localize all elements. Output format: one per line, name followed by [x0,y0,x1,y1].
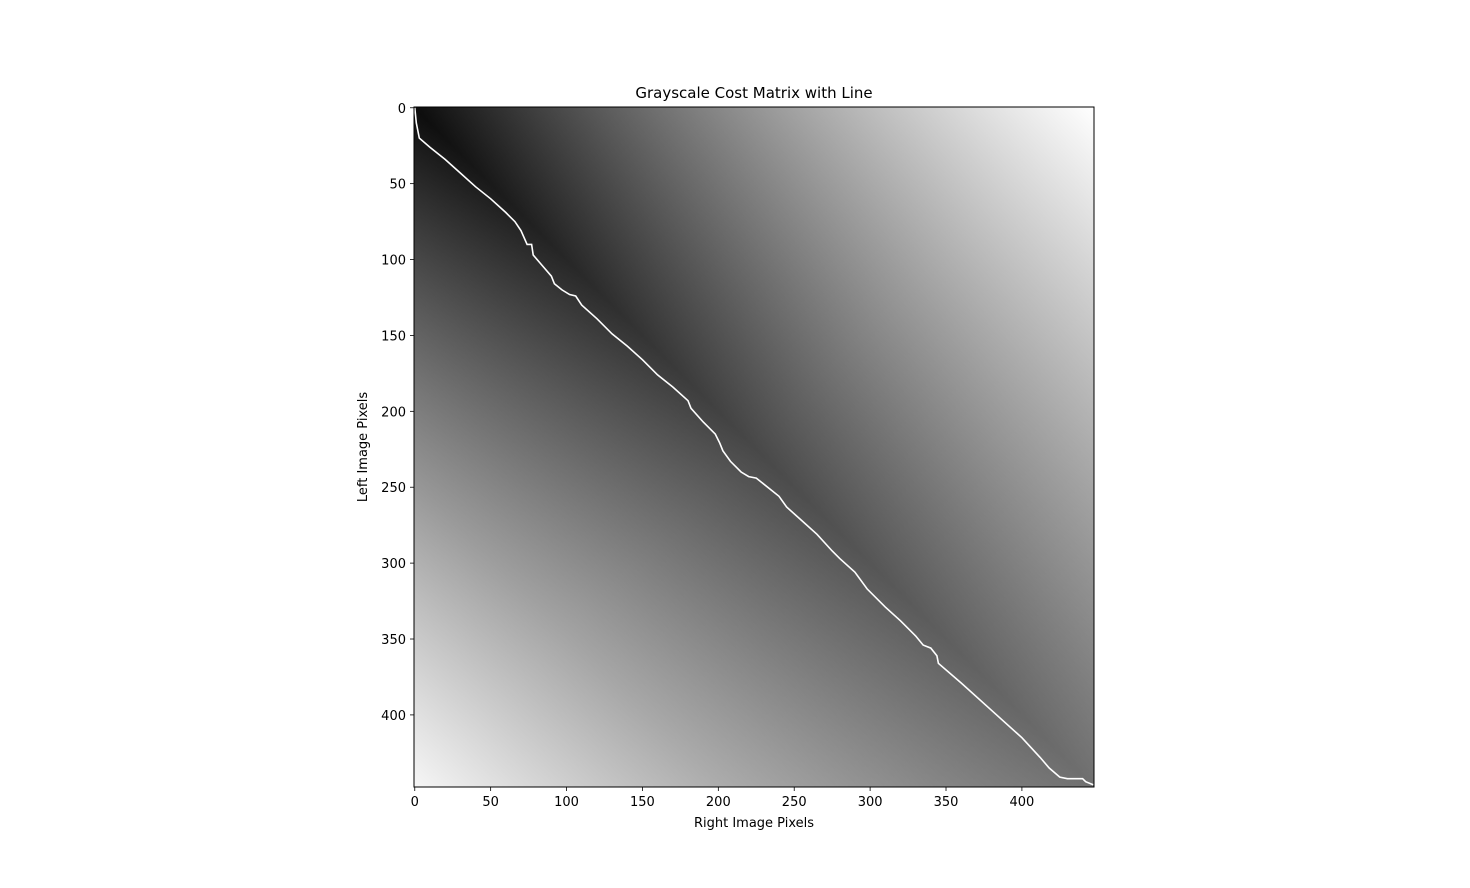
matching-path-line [414,107,1094,786]
plot-frame [413,106,1095,788]
y-tick-label: 300 [381,557,406,572]
x-tick-label: 150 [630,795,655,810]
x-axis-label: Right Image Pixels [694,816,814,831]
chart-title: Grayscale Cost Matrix with Line [635,84,872,102]
x-tick-label: 0 [411,795,419,810]
y-axis-label: Left Image Pixels [356,392,371,503]
y-tick-label: 250 [381,481,406,496]
x-tick-label: 100 [554,795,579,810]
y-tick-label: 350 [381,633,406,648]
x-axis-ticks: 0 50 100 150 200 250 300 350 400 [411,787,1034,810]
y-axis-ticks: 0 50 100 150 200 250 300 350 400 [381,102,414,724]
heatmap-image [414,107,1094,787]
x-tick-label: 350 [934,795,959,810]
x-tick-label: 300 [858,795,883,810]
heatmap-lower-shade [414,107,1094,787]
y-tick-label: 200 [381,405,406,420]
y-tick-label: 100 [381,254,406,269]
x-tick-label: 200 [706,795,731,810]
y-tick-label: 0 [398,102,406,117]
y-tick-label: 150 [381,329,406,344]
x-tick-label: 50 [482,795,499,810]
y-tick-label: 50 [389,178,406,193]
y-tick-label: 400 [381,709,406,724]
x-tick-label: 400 [1009,795,1034,810]
x-tick-label: 250 [782,795,807,810]
